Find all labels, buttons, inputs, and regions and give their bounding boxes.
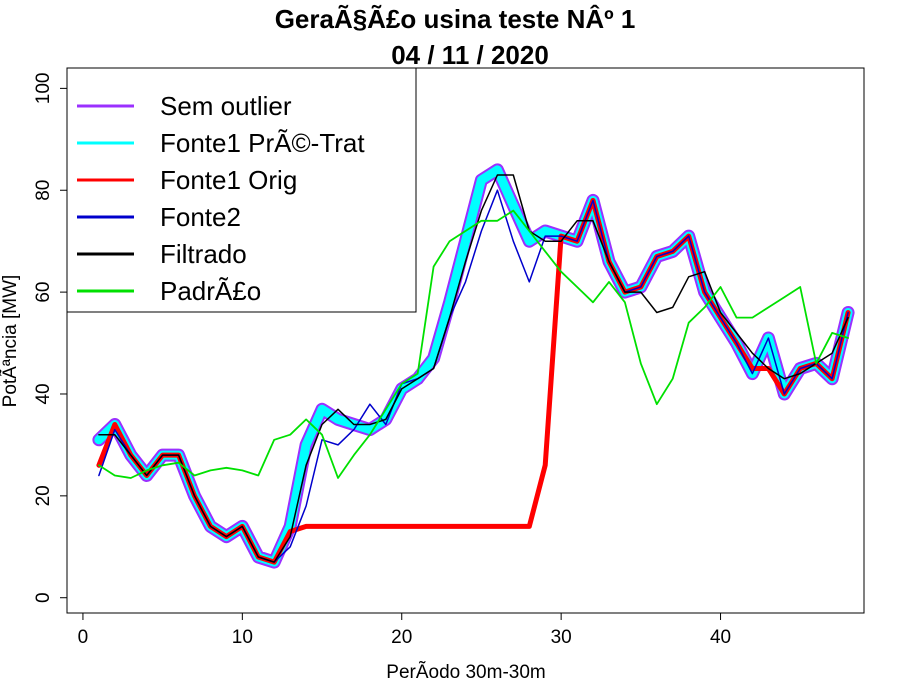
series-line-5 xyxy=(98,174,849,563)
y-axis: 0 20 40 60 80 100 xyxy=(33,73,68,603)
legend-entry: Fonte1 Orig xyxy=(160,165,297,195)
y-tick-label: 100 xyxy=(33,73,54,105)
x-tick-label: 20 xyxy=(391,627,412,648)
chart-subtitle: 04 / 11 / 2020 xyxy=(391,40,549,70)
legend-entry: PadrÃ£o xyxy=(160,276,261,306)
x-tick-label: 0 xyxy=(78,627,89,648)
legend-entry: Fonte2 xyxy=(160,202,241,232)
legend-box xyxy=(66,67,417,313)
y-tick-label: 40 xyxy=(33,383,54,404)
y-tick-label: 60 xyxy=(33,282,54,303)
x-tick-label: 10 xyxy=(232,627,253,648)
legend: Sem outlier Fonte1 PrÃ©-Trat Fonte1 Orig Fo… xyxy=(66,67,417,313)
legend-entry: Filtrado xyxy=(160,239,247,269)
legend-entry: Fonte1 PrÃ©-Trat xyxy=(160,128,365,158)
series-line-6 xyxy=(98,209,849,479)
y-tick-label: 20 xyxy=(33,485,54,506)
y-tick-label: 80 xyxy=(33,180,54,201)
y-tick-label: 0 xyxy=(33,592,54,603)
x-tick-label: 40 xyxy=(710,627,731,648)
x-axis-label: PerÃ­odo 30m-30m xyxy=(386,661,545,683)
y-axis-label: PotÃªncia [MW] xyxy=(0,275,21,408)
series-layer xyxy=(92,163,855,569)
legend-entry: Sem outlier xyxy=(160,91,292,121)
x-tick-label: 30 xyxy=(551,627,572,648)
x-axis: 0 10 20 30 40 xyxy=(78,612,731,648)
chart-title: GeraÃ§Ã£o usina teste NÂº 1 xyxy=(275,4,636,34)
